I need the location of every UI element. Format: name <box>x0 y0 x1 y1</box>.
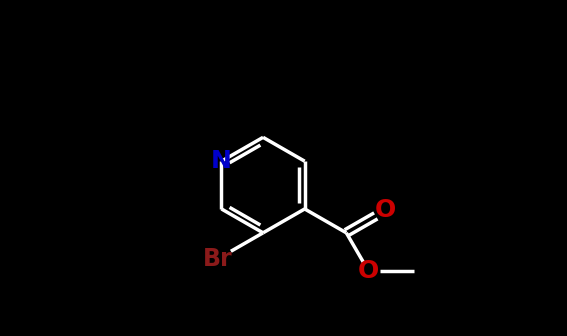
Text: O: O <box>375 199 396 222</box>
Text: O: O <box>358 259 379 284</box>
Text: N: N <box>211 149 232 173</box>
Text: Br: Br <box>202 247 232 271</box>
